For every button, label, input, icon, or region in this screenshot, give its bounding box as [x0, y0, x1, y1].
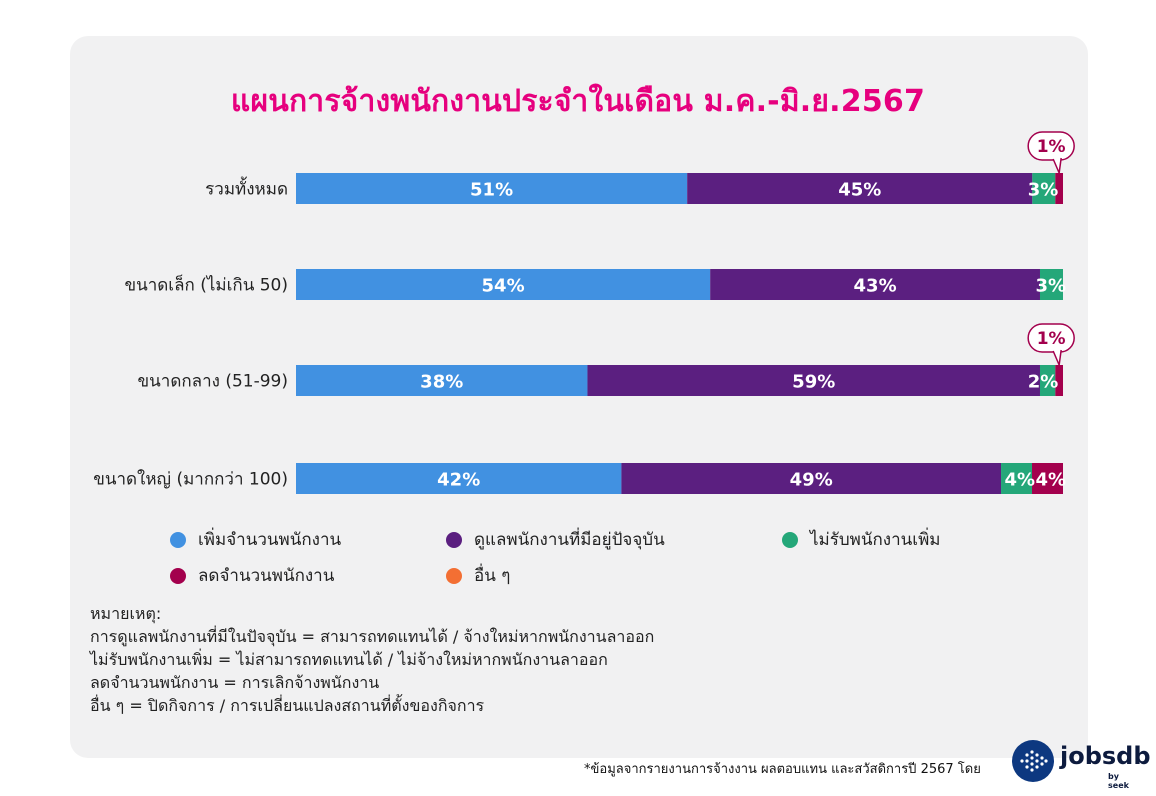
- callout-pointer: [1052, 157, 1062, 176]
- legend-item-no-hire: ไม่รับพนักงานเพิ่ม: [782, 526, 941, 553]
- jobsdb-logo-icon: [1012, 740, 1054, 782]
- data-label: 43%: [854, 276, 897, 297]
- legend-label: ไม่รับพนักงานเพิ่ม: [810, 530, 941, 550]
- bar-segment: [710, 269, 1040, 300]
- legend-swatch: [782, 531, 798, 548]
- data-label: 38%: [420, 372, 463, 393]
- notes-line: การดูแลพนักงานที่มีในปัจจุบัน = สามารถทด…: [90, 627, 655, 646]
- bar-segment: [1039, 365, 1056, 396]
- legend-label: อื่น ๆ: [474, 566, 511, 586]
- notes: หมายเหตุ: การดูแลพนักงานที่มีในปัจจุบัน …: [90, 602, 654, 717]
- data-label: 51%: [470, 180, 513, 201]
- data-label: 54%: [482, 276, 525, 297]
- bar-segment: [1055, 365, 1063, 396]
- bar-segment: [621, 463, 1002, 494]
- legend-swatch: [170, 531, 186, 548]
- callout-bubble: [1027, 323, 1075, 353]
- legend-item-other: อื่น ๆ: [446, 562, 510, 589]
- data-label: 2%: [1028, 372, 1059, 393]
- chart-card: [70, 36, 1088, 758]
- bar-segment: [587, 365, 1040, 396]
- legend-label: ดูแลพนักงานที่มีอยู่ปัจจุบัน: [474, 530, 665, 550]
- legend-item-reduce: ลดจำนวนพนักงาน: [170, 562, 334, 589]
- category-label: ขนาดกลาง (51-99): [138, 372, 288, 392]
- notes-line: ไม่รับพนักงานเพิ่ม = ไม่สามารถทดแทนได้ /…: [90, 650, 608, 669]
- legend-item-maintain: ดูแลพนักงานที่มีอยู่ปัจจุบัน: [446, 526, 665, 553]
- source-footnote: *ข้อมูลจากรายงานการจ้างงาน ผลตอบแทน และส…: [584, 762, 981, 777]
- legend-swatch: [170, 567, 186, 584]
- category-label: รวมทั้งหมด: [205, 177, 288, 200]
- legend-item-increase: เพิ่มจำนวนพนักงาน: [170, 526, 341, 553]
- notes-line: ลดจำนวนพนักงาน = การเลิกจ้างพนักงาน: [90, 673, 380, 692]
- bar-segment: [1032, 463, 1063, 494]
- legend-swatch: [446, 531, 462, 548]
- legend-label: เพิ่มจำนวนพนักงาน: [198, 530, 342, 550]
- data-label: 3%: [1028, 180, 1059, 201]
- bar-segment: [296, 365, 588, 396]
- data-label: 59%: [792, 372, 835, 393]
- chart-title: แผนการจ้างพนักงานประจำในเดือน ม.ค.-มิ.ย.…: [230, 84, 926, 119]
- data-label: 3%: [1035, 276, 1066, 297]
- jobsdb-logo-sub: by seek: [1108, 772, 1129, 790]
- callout-label: 1%: [1037, 329, 1066, 349]
- data-label: 49%: [790, 470, 833, 491]
- notes-heading: หมายเหตุ:: [90, 604, 162, 623]
- callout-pointer: [1052, 349, 1062, 368]
- category-label: ขนาดเล็ก (ไม่เกิน 50): [124, 274, 288, 296]
- notes-line: อื่น ๆ = ปิดกิจการ / การเปลี่ยนแปลงสถานท…: [90, 696, 485, 715]
- bar-segment: [1039, 269, 1063, 300]
- bar-segment: [1032, 173, 1056, 204]
- legend-label: ลดจำนวนพนักงาน: [198, 566, 335, 586]
- bar-segment: [296, 269, 711, 300]
- category-label: ขนาดใหญ่ (มากกว่า 100): [93, 469, 288, 490]
- data-label: 45%: [838, 180, 881, 201]
- bar-segment: [1001, 463, 1033, 494]
- bar-segment: [296, 173, 688, 204]
- callout-label: 1%: [1037, 137, 1066, 157]
- callout-bubble: [1027, 131, 1075, 161]
- bar-segment: [296, 463, 622, 494]
- data-label: 4%: [1035, 470, 1066, 491]
- legend-swatch: [446, 567, 462, 584]
- bar-segment: [1055, 173, 1063, 204]
- jobsdb-logo: jobsdb by seek: [1012, 740, 1151, 790]
- jobsdb-logo-text: jobsdb: [1060, 742, 1151, 770]
- data-label: 4%: [1004, 470, 1035, 491]
- data-label: 42%: [437, 470, 480, 491]
- bar-segment: [687, 173, 1033, 204]
